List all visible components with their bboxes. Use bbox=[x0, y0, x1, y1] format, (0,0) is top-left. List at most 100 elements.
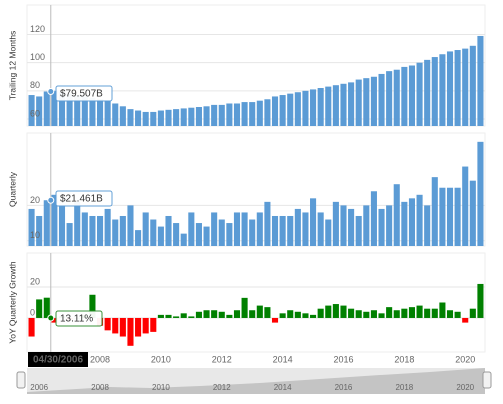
bar bbox=[302, 90, 309, 126]
navigator-tick-label: 2020 bbox=[456, 383, 474, 392]
bar bbox=[96, 215, 104, 246]
bar bbox=[28, 317, 35, 337]
bar bbox=[363, 205, 370, 246]
bar bbox=[446, 187, 454, 246]
bar bbox=[165, 109, 172, 126]
bar bbox=[165, 215, 172, 246]
bar bbox=[135, 230, 142, 246]
bar bbox=[332, 201, 339, 246]
bar bbox=[454, 50, 461, 126]
bar bbox=[386, 71, 393, 126]
bar bbox=[58, 205, 66, 246]
bar bbox=[81, 212, 88, 246]
bar bbox=[112, 103, 119, 126]
tooltip-text: $21.461B bbox=[60, 194, 103, 205]
bar bbox=[348, 82, 355, 126]
navigator-tick-label: 2010 bbox=[152, 383, 170, 392]
bar bbox=[195, 107, 202, 126]
bar bbox=[271, 215, 279, 246]
bar bbox=[249, 102, 256, 126]
bar bbox=[256, 212, 263, 246]
bar bbox=[127, 205, 134, 246]
tooltip-box bbox=[55, 85, 113, 102]
bar bbox=[157, 226, 164, 246]
bar bbox=[462, 317, 469, 323]
navigator-area bbox=[27, 368, 485, 394]
bar bbox=[287, 310, 294, 318]
bar bbox=[104, 317, 111, 331]
y-tick-label: 20 bbox=[30, 195, 40, 205]
bar bbox=[378, 208, 385, 246]
bar bbox=[173, 109, 180, 126]
bar bbox=[157, 110, 164, 126]
bar bbox=[378, 73, 385, 126]
bar bbox=[340, 83, 347, 126]
bar bbox=[142, 111, 149, 126]
bar bbox=[393, 69, 400, 126]
bar bbox=[66, 223, 73, 246]
y-tick-label: 10 bbox=[30, 230, 40, 240]
bar bbox=[271, 96, 279, 126]
hover-date: 04/30/2006 bbox=[33, 355, 83, 366]
bar bbox=[142, 212, 149, 246]
bar bbox=[142, 317, 149, 334]
bar bbox=[180, 233, 187, 246]
navigator-handle[interactable] bbox=[482, 371, 492, 389]
bar bbox=[104, 100, 111, 126]
bar bbox=[211, 310, 218, 318]
navigator-tick-label: 2006 bbox=[30, 383, 48, 392]
bar bbox=[386, 307, 393, 318]
bar bbox=[256, 100, 263, 126]
y-axis-title: Quarterly bbox=[7, 171, 17, 207]
x-tick-label: 2010 bbox=[151, 354, 171, 364]
bar bbox=[51, 317, 58, 323]
x-tick-label: 2012 bbox=[212, 354, 232, 364]
navigator-tick-label: 2014 bbox=[274, 383, 292, 392]
bar bbox=[416, 62, 423, 126]
tooltip-box bbox=[55, 190, 113, 207]
bar bbox=[401, 308, 408, 318]
bar bbox=[477, 35, 484, 126]
bar bbox=[416, 305, 423, 318]
bar bbox=[66, 93, 73, 126]
bar bbox=[127, 109, 134, 126]
bar bbox=[188, 316, 195, 318]
bar bbox=[218, 219, 225, 246]
bar bbox=[294, 311, 301, 318]
bar bbox=[317, 88, 324, 126]
hover-date-box bbox=[28, 352, 88, 367]
bar bbox=[401, 201, 408, 246]
hover-dot bbox=[47, 196, 55, 204]
bar bbox=[279, 95, 286, 126]
bar bbox=[454, 187, 461, 246]
bar bbox=[188, 107, 195, 126]
bar bbox=[226, 314, 233, 318]
bar bbox=[393, 310, 400, 318]
bar bbox=[469, 308, 476, 318]
bar bbox=[294, 92, 301, 126]
tooltip-box bbox=[55, 310, 103, 327]
y-tick-label: 0 bbox=[30, 307, 35, 317]
bar bbox=[104, 208, 111, 246]
bar bbox=[477, 283, 484, 318]
bar bbox=[119, 215, 126, 246]
bar bbox=[310, 198, 317, 246]
bar bbox=[233, 310, 241, 318]
bar bbox=[119, 317, 126, 337]
bar bbox=[180, 313, 187, 318]
bar bbox=[363, 311, 370, 318]
bar bbox=[241, 297, 248, 318]
bar bbox=[264, 99, 271, 126]
navigator-handle[interactable] bbox=[16, 371, 26, 389]
x-tick-label: 2016 bbox=[333, 354, 353, 364]
y-axis-title: Trailing 12 Months bbox=[7, 31, 17, 101]
bar bbox=[36, 96, 43, 126]
bar bbox=[173, 316, 180, 318]
bar bbox=[431, 57, 438, 127]
bar bbox=[340, 305, 347, 318]
bar bbox=[211, 212, 218, 246]
navigator-tick-label: 2018 bbox=[395, 383, 413, 392]
bar bbox=[43, 200, 50, 246]
bar bbox=[28, 95, 35, 126]
